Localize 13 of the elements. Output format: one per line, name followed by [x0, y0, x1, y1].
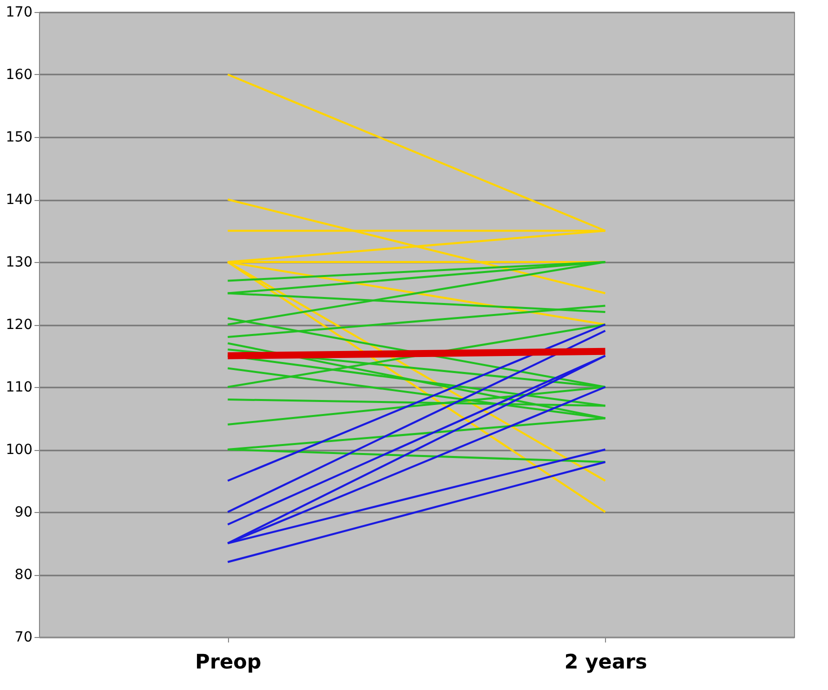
y-tick-label: 70 [14, 630, 32, 646]
y-tick-label: 170 [6, 4, 32, 20]
y-tick-label: 110 [6, 380, 32, 396]
y-tick-label: 100 [6, 442, 32, 458]
y-tick-label: 140 [6, 192, 32, 208]
y-tick-label: 80 [14, 567, 32, 583]
y-tick-label: 160 [6, 67, 32, 83]
y-tick-label: 120 [6, 317, 32, 333]
y-tick-label: 90 [14, 504, 32, 520]
y-tick-label: 130 [6, 254, 32, 270]
y-tick-label: 150 [6, 130, 32, 146]
x-tick-label: Preop [195, 650, 262, 674]
x-tick-label: 2 years [564, 650, 648, 674]
